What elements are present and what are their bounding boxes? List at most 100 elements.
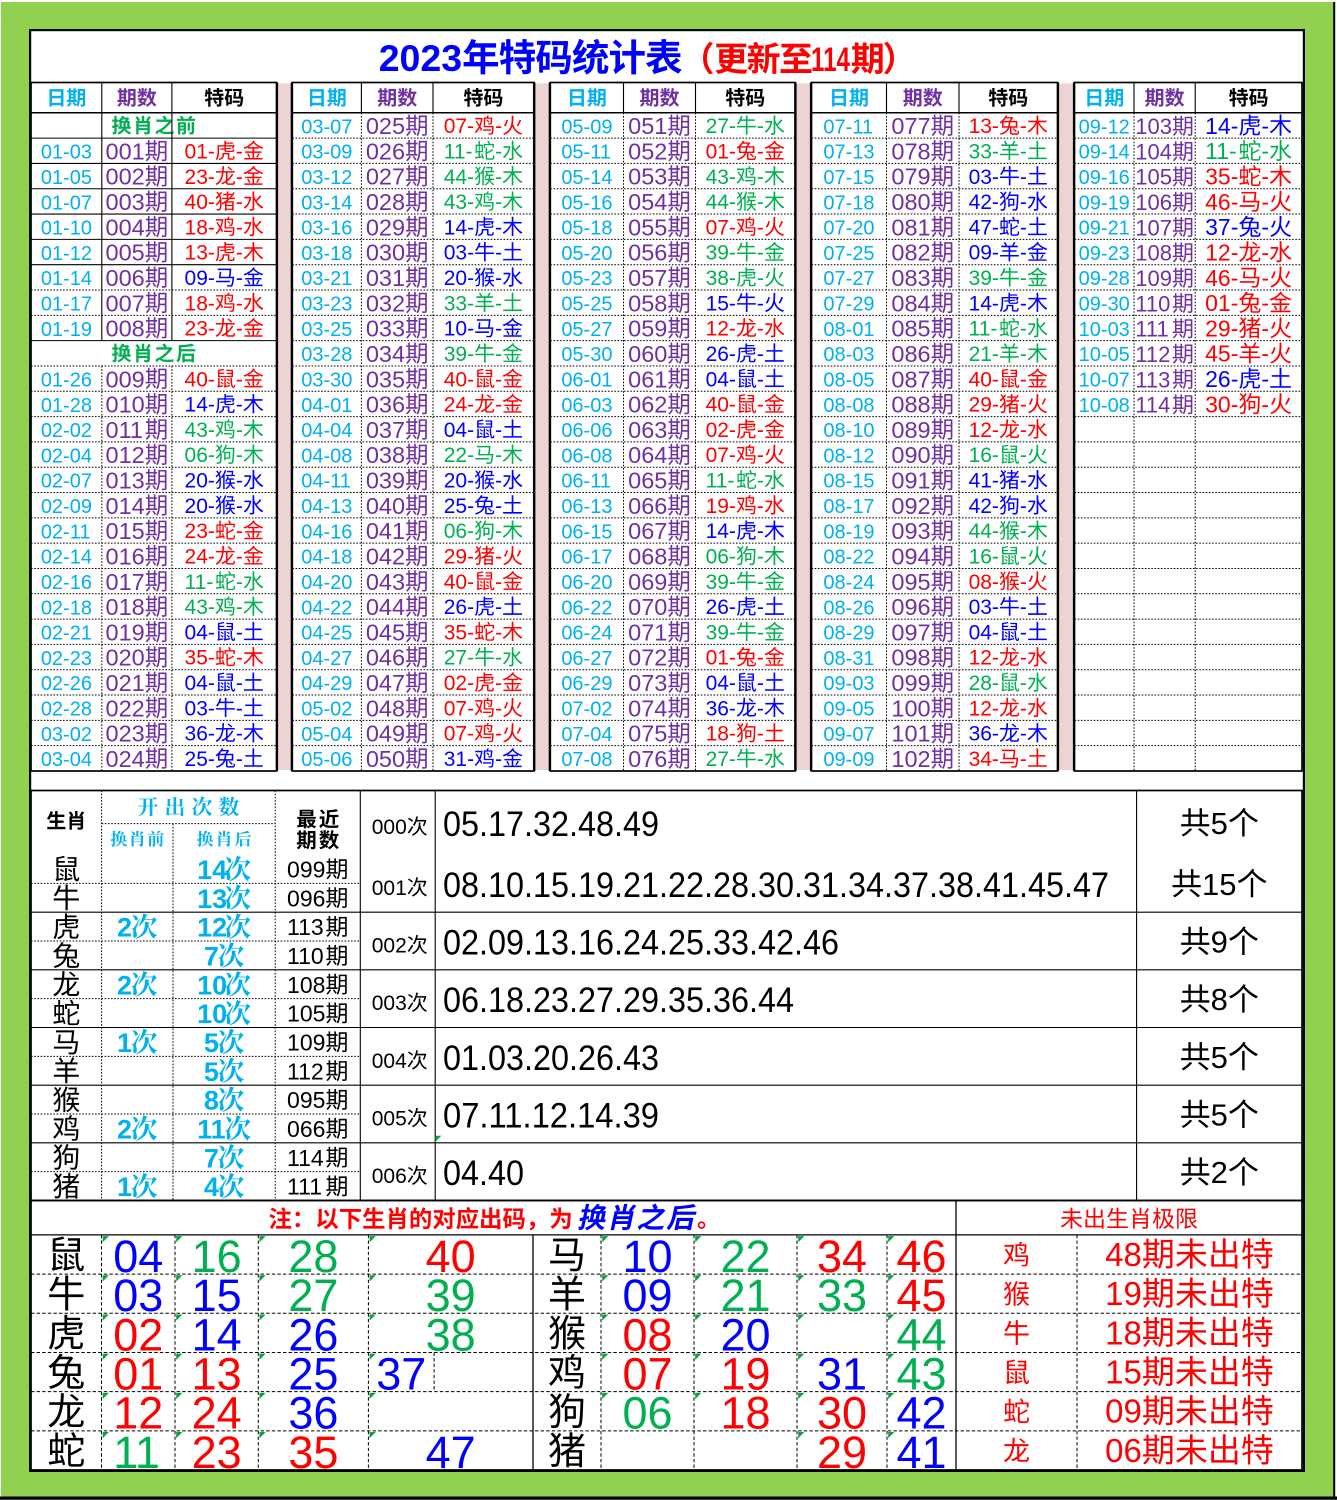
svg-text:43-: 43- <box>444 191 474 214</box>
svg-text:07-: 07- <box>444 723 474 746</box>
svg-text:009: 009 <box>106 366 145 392</box>
svg-text:114: 114 <box>1135 393 1170 418</box>
svg-text:-: - <box>495 140 502 163</box>
svg-text:06-27: 06-27 <box>561 648 612 670</box>
svg-text:07-13: 07-13 <box>823 142 874 164</box>
svg-text:36: 36 <box>288 1388 338 1439</box>
svg-text:08-31: 08-31 <box>823 648 874 670</box>
svg-text:006: 006 <box>106 265 145 291</box>
svg-text:03-02: 03-02 <box>41 724 92 746</box>
svg-text:056: 056 <box>628 240 667 266</box>
svg-text:007: 007 <box>106 290 145 316</box>
svg-text:19-: 19- <box>706 495 736 518</box>
svg-text:-: - <box>1020 470 1027 493</box>
svg-text:073: 073 <box>628 670 667 696</box>
svg-text:066: 066 <box>287 1116 325 1142</box>
svg-text:091: 091 <box>891 468 930 494</box>
svg-text:13: 13 <box>197 884 227 914</box>
svg-text:03-30: 03-30 <box>301 369 352 391</box>
svg-text:12-: 12- <box>706 318 736 341</box>
svg-text:-: - <box>495 495 502 518</box>
svg-text:-: - <box>236 470 243 493</box>
svg-text:5: 5 <box>1211 806 1228 841</box>
svg-text:33-: 33- <box>969 140 999 163</box>
svg-text:-: - <box>1020 368 1027 391</box>
svg-text:-: - <box>1020 419 1027 442</box>
svg-text:02: 02 <box>113 1309 163 1360</box>
svg-text:059: 059 <box>628 316 667 342</box>
svg-text:09-23: 09-23 <box>1079 243 1130 265</box>
svg-text:30: 30 <box>817 1388 867 1439</box>
svg-text:-: - <box>495 672 502 695</box>
svg-text:113: 113 <box>1135 367 1170 392</box>
svg-text:03-07: 03-07 <box>301 116 352 138</box>
svg-text:11-: 11- <box>1205 138 1237 164</box>
svg-text:18: 18 <box>1105 1314 1142 1351</box>
svg-text:-: - <box>1020 140 1027 163</box>
svg-text:27-: 27- <box>706 115 736 138</box>
svg-text:-: - <box>236 672 243 695</box>
svg-text:29-: 29- <box>444 545 474 568</box>
svg-text:15: 15 <box>1105 1354 1142 1391</box>
svg-text:07-02: 07-02 <box>561 699 612 721</box>
svg-text:01-03: 01-03 <box>41 142 92 164</box>
svg-text:-: - <box>236 216 243 239</box>
svg-text:-: - <box>495 520 502 543</box>
svg-text:094: 094 <box>891 543 930 569</box>
svg-text:-: - <box>236 495 243 518</box>
svg-text:02-26: 02-26 <box>41 673 92 695</box>
svg-text:46: 46 <box>896 1231 946 1282</box>
svg-text:07-: 07- <box>444 697 474 720</box>
svg-text:-: - <box>1261 315 1269 341</box>
svg-text:14-: 14- <box>969 292 999 315</box>
svg-text:02-04: 02-04 <box>41 445 92 467</box>
svg-text:29-: 29- <box>1205 315 1238 341</box>
svg-text:36-: 36- <box>706 697 736 720</box>
svg-text:099: 099 <box>891 670 930 696</box>
svg-text:-: - <box>236 191 243 214</box>
svg-text:096: 096 <box>891 594 930 620</box>
svg-text:35: 35 <box>288 1427 338 1478</box>
svg-text:078: 078 <box>891 138 930 164</box>
svg-text:01-14: 01-14 <box>41 268 92 290</box>
svg-text:105: 105 <box>1135 165 1172 190</box>
svg-text:02-09: 02-09 <box>41 496 92 518</box>
svg-text:-: - <box>236 318 243 341</box>
svg-text:20-: 20- <box>444 267 474 290</box>
svg-text:22: 22 <box>720 1231 770 1282</box>
svg-text:01-17: 01-17 <box>41 294 92 316</box>
svg-text:02-14: 02-14 <box>41 547 92 569</box>
svg-text:-: - <box>1020 495 1027 518</box>
svg-text:02-21: 02-21 <box>41 623 92 645</box>
svg-text:-: - <box>757 216 764 239</box>
svg-text:057: 057 <box>628 265 667 291</box>
svg-text:39-: 39- <box>444 343 474 366</box>
svg-text:06-15: 06-15 <box>561 521 612 543</box>
svg-text:8: 8 <box>1211 982 1228 1017</box>
svg-text:31-: 31- <box>444 748 474 771</box>
svg-text:096: 096 <box>287 885 325 911</box>
svg-text:012: 012 <box>106 442 145 468</box>
svg-text:075: 075 <box>628 721 667 747</box>
svg-text:041: 041 <box>366 518 405 544</box>
svg-text:-: - <box>757 520 764 543</box>
svg-text:06-08: 06-08 <box>561 445 612 467</box>
svg-text:43-: 43- <box>185 596 215 619</box>
svg-text:023: 023 <box>106 721 145 747</box>
svg-text:-: - <box>236 723 243 746</box>
svg-text:28: 28 <box>288 1231 338 1282</box>
svg-text:27-: 27- <box>706 748 736 771</box>
svg-text:050: 050 <box>366 746 405 772</box>
svg-text:07.11.12.14.39: 07.11.12.14.39 <box>443 1097 659 1136</box>
svg-text:06.18.23.27.29.35.36.44: 06.18.23.27.29.35.36.44 <box>443 981 794 1020</box>
svg-text:08-22: 08-22 <box>823 547 874 569</box>
svg-text:11-: 11- <box>444 140 473 163</box>
svg-text:40-: 40- <box>185 368 215 391</box>
svg-text:35-: 35- <box>444 621 474 644</box>
svg-text:065: 065 <box>628 468 667 494</box>
svg-text:088: 088 <box>891 392 930 418</box>
svg-text:-: - <box>236 267 243 290</box>
svg-text:003: 003 <box>372 992 407 1015</box>
svg-text:44: 44 <box>896 1309 946 1360</box>
svg-text:11: 11 <box>197 1114 226 1144</box>
